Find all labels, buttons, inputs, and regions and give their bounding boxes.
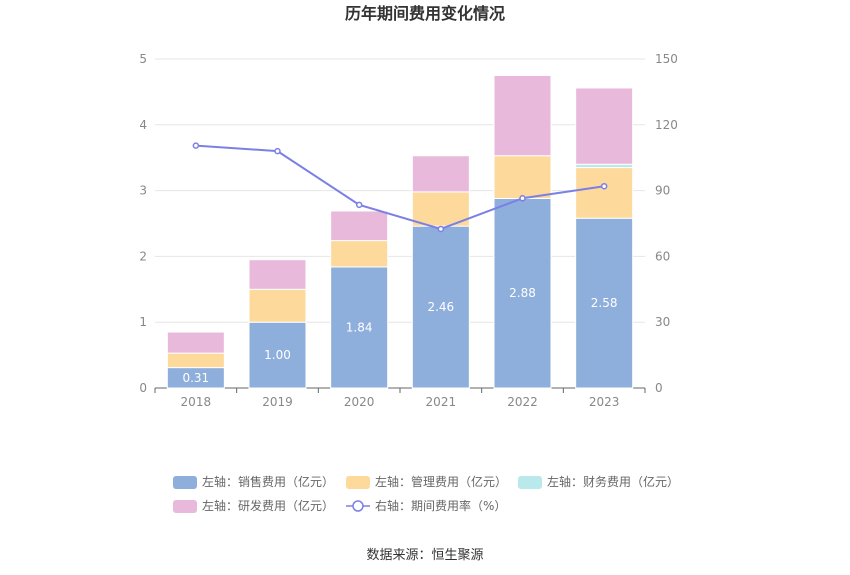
legend-point-marker: [352, 500, 364, 512]
x-tick-label: 2021: [426, 395, 457, 409]
right-tick-label: 60: [655, 249, 670, 263]
bar-labels: 0.31 1.00 1.84 2.46 2.88 2.58: [182, 286, 617, 385]
rate-point: [437, 225, 445, 233]
line-series: [192, 142, 608, 233]
x-tick-label: 2023: [589, 395, 620, 409]
legend-item[interactable]: 左轴：管理费用（亿元）: [346, 474, 507, 489]
rate-point: [192, 142, 200, 149]
rate-point: [600, 182, 608, 190]
bar-segment: [330, 266, 389, 389]
legend-label: 右轴：期间费用率（%）: [375, 498, 506, 513]
legend-swatch: [518, 476, 542, 489]
bar-segment: [575, 87, 634, 165]
legend-label: 左轴：销售费用（亿元）: [202, 474, 334, 489]
bar-segment: [493, 197, 552, 389]
bar-segment: [166, 331, 225, 354]
left-tick-label: 0: [139, 381, 147, 395]
rate-point: [274, 147, 281, 155]
bar-segment: [493, 74, 552, 157]
x-tick-label: 2018: [181, 395, 212, 409]
x-tick-label: 2022: [507, 395, 538, 409]
legend-swatch: [173, 500, 197, 513]
bar-segment: [166, 352, 225, 369]
rate-line: [195, 144, 605, 231]
bar-value-label: 2.58: [591, 296, 618, 310]
bar-segment: [575, 217, 634, 389]
bars: [166, 74, 634, 389]
bar-segment: [248, 259, 307, 290]
bar-value-label: 2.46: [427, 300, 454, 314]
legend[interactable]: 左轴：销售费用（亿元） 左轴：管理费用（亿元） 左轴：财务费用（亿元） 左轴：研发费用…: [173, 474, 679, 513]
left-tick-label: 1: [139, 315, 147, 329]
right-tick-label: 150: [655, 52, 678, 66]
left-tick-label: 4: [139, 118, 147, 132]
right-tick-label: 0: [655, 381, 663, 395]
bar-segment: [330, 210, 389, 242]
bar-segment: [248, 288, 307, 323]
bar-segment: [575, 167, 634, 219]
x-tick-label: 2019: [262, 395, 293, 409]
bar-value-label: 2.88: [509, 286, 536, 300]
grid: [155, 58, 645, 389]
bar-segment: [493, 155, 552, 199]
legend-item[interactable]: 右轴：期间费用率（%）: [346, 498, 506, 513]
legend-item[interactable]: 左轴：销售费用（亿元）: [173, 474, 334, 489]
legend-item[interactable]: 左轴：研发费用（亿元）: [173, 498, 334, 513]
right-axis-ticks: 0 30 60 90 120 150: [655, 52, 678, 395]
left-tick-label: 5: [139, 52, 147, 66]
left-axis-ticks: 0 1 2 3 4 5: [139, 52, 147, 395]
bar-segment: [330, 240, 389, 268]
data-source: 数据来源：恒生聚源: [366, 548, 483, 563]
legend-swatch: [173, 476, 197, 489]
bar-value-label: 1.84: [346, 320, 373, 334]
legend-label: 左轴：财务费用（亿元）: [547, 474, 679, 489]
x-axis-ticks: 2018 2019 2020 2021 2022 2023: [154, 388, 646, 409]
legend-swatch: [346, 476, 370, 489]
x-tick-label: 2020: [344, 395, 375, 409]
legend-item[interactable]: 左轴：财务费用（亿元）: [518, 474, 679, 489]
left-tick-label: 3: [139, 184, 147, 198]
bar-segment: [411, 225, 470, 389]
bar-segment: [248, 321, 307, 389]
rate-point: [355, 201, 363, 209]
right-tick-label: 90: [655, 184, 670, 198]
chart-title: 历年期间费用变化情况: [345, 4, 505, 23]
bar-segment: [411, 155, 470, 193]
left-tick-label: 2: [139, 249, 147, 263]
legend-label: 左轴：管理费用（亿元）: [375, 474, 507, 489]
bar-value-label: 1.00: [264, 348, 291, 362]
right-tick-label: 120: [655, 118, 678, 132]
legend-label: 左轴：研发费用（亿元）: [202, 498, 334, 513]
rate-point: [519, 195, 526, 202]
bar-value-label: 0.31: [182, 371, 209, 385]
right-tick-label: 30: [655, 315, 670, 329]
